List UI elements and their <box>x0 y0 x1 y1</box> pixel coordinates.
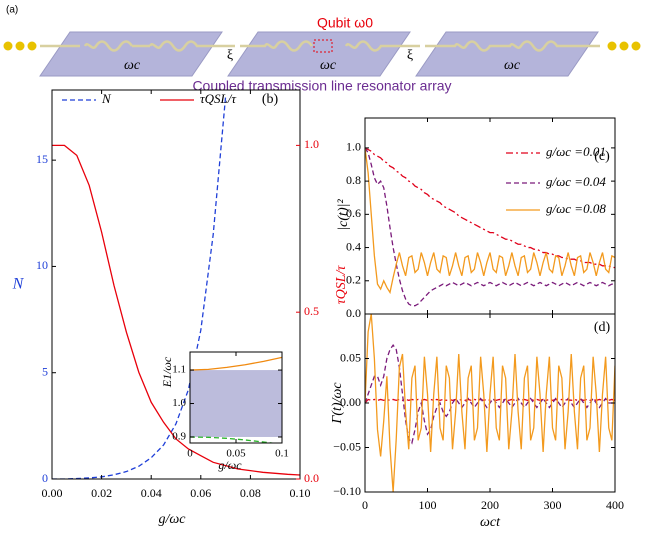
resonator-line <box>40 40 600 52</box>
x-tick-label: 400 <box>606 498 624 512</box>
y-tick-label: 0.00 <box>340 395 361 409</box>
x-tick-label: 0.10 <box>290 486 311 500</box>
y2label: τQSL/τ <box>334 265 349 305</box>
ylabel: Γ(t)/ωc <box>330 382 345 425</box>
legend-label: N <box>101 91 112 106</box>
xlabel: ωct <box>480 515 501 530</box>
y-tick-label: 15 <box>36 152 48 166</box>
qubit-label: Qubit ω0 <box>317 15 373 31</box>
panel-label: (a) <box>6 5 18 16</box>
series-line <box>365 314 615 492</box>
y2-tick-label: 0.0 <box>304 471 319 485</box>
plot-area <box>365 314 615 492</box>
plot-area <box>52 96 300 479</box>
y-tick-label: 0.4 <box>346 239 361 253</box>
x-tick-label: 200 <box>481 498 499 512</box>
series-line <box>365 147 615 269</box>
x-tick-label: 0.1 <box>275 448 289 460</box>
legend-label: g/ωc =0.01 <box>546 144 606 159</box>
x-tick-label: 0.08 <box>240 486 261 500</box>
x-tick-label: 0 <box>187 448 193 460</box>
xlabel: g/ωc <box>218 458 242 472</box>
y-tick-label: 0 <box>42 471 48 485</box>
y-tick-label: 5 <box>42 364 48 378</box>
shaded-band <box>190 370 282 437</box>
y-tick-label: 1.0 <box>172 397 186 409</box>
legend-label: g/ωc =0.08 <box>546 201 606 216</box>
schematic: (a) Qubit ω0 ξ ξ ωc ωc ωc Coupled transm… <box>3 5 641 94</box>
x-tick-label: 0.00 <box>42 486 63 500</box>
y2-tick-label: 1.0 <box>304 137 319 151</box>
coupling-label: ξ <box>407 48 413 63</box>
ylabel: N <box>12 276 25 293</box>
panel-label: (b) <box>262 92 279 107</box>
xlabel: g/ωc <box>159 512 187 527</box>
series-line <box>365 147 615 295</box>
connector-dots <box>3 41 641 51</box>
x-tick-label: 300 <box>544 498 562 512</box>
x-tick-label: 0.04 <box>141 486 162 500</box>
coupling-label: ξ <box>227 48 233 63</box>
y2-tick-label: 0.5 <box>304 304 319 318</box>
plot-area <box>190 356 282 443</box>
legend-label: τQSL/τ <box>200 91 237 106</box>
resonator-label: ωc <box>320 58 337 73</box>
series-line <box>52 144 300 476</box>
y-tick-label: 0.9 <box>172 431 186 443</box>
series-line <box>190 436 277 443</box>
series-line <box>365 147 615 307</box>
qubit-box <box>313 39 333 53</box>
y-tick-label: 0.6 <box>346 206 361 220</box>
y-tick-label: 1.0 <box>346 140 361 154</box>
panel-label: (c) <box>594 149 610 164</box>
x-tick-label: 0 <box>362 498 368 512</box>
y-tick-label: 1.1 <box>172 364 186 376</box>
y-tick-label: 0.0 <box>346 306 361 320</box>
y-tick-label: −0.10 <box>333 484 361 498</box>
ylabel: |c(t)|² <box>336 199 351 231</box>
resonator-label: ωc <box>504 58 521 73</box>
series-line <box>52 96 227 479</box>
y-tick-label: 10 <box>36 258 48 272</box>
resonator-label: ωc <box>124 58 141 73</box>
legend-label: g/ωc =0.04 <box>546 174 606 189</box>
ylabel: E1/ωc <box>160 356 174 388</box>
plot-area <box>365 147 615 307</box>
plot-frame <box>51 89 301 480</box>
y-tick-label: 0.2 <box>346 273 361 287</box>
x-tick-label: 100 <box>419 498 437 512</box>
x-tick-label: 0.02 <box>91 486 112 500</box>
panel-label: (d) <box>594 320 611 335</box>
x-tick-label: 0.06 <box>190 486 211 500</box>
series-line <box>190 356 282 371</box>
plot-background <box>365 118 615 314</box>
y-tick-label: −0.05 <box>333 439 361 453</box>
y-tick-label: 0.05 <box>340 350 361 364</box>
x-tick-label: 0.05 <box>226 448 246 460</box>
y-tick-label: 0.8 <box>346 173 361 187</box>
